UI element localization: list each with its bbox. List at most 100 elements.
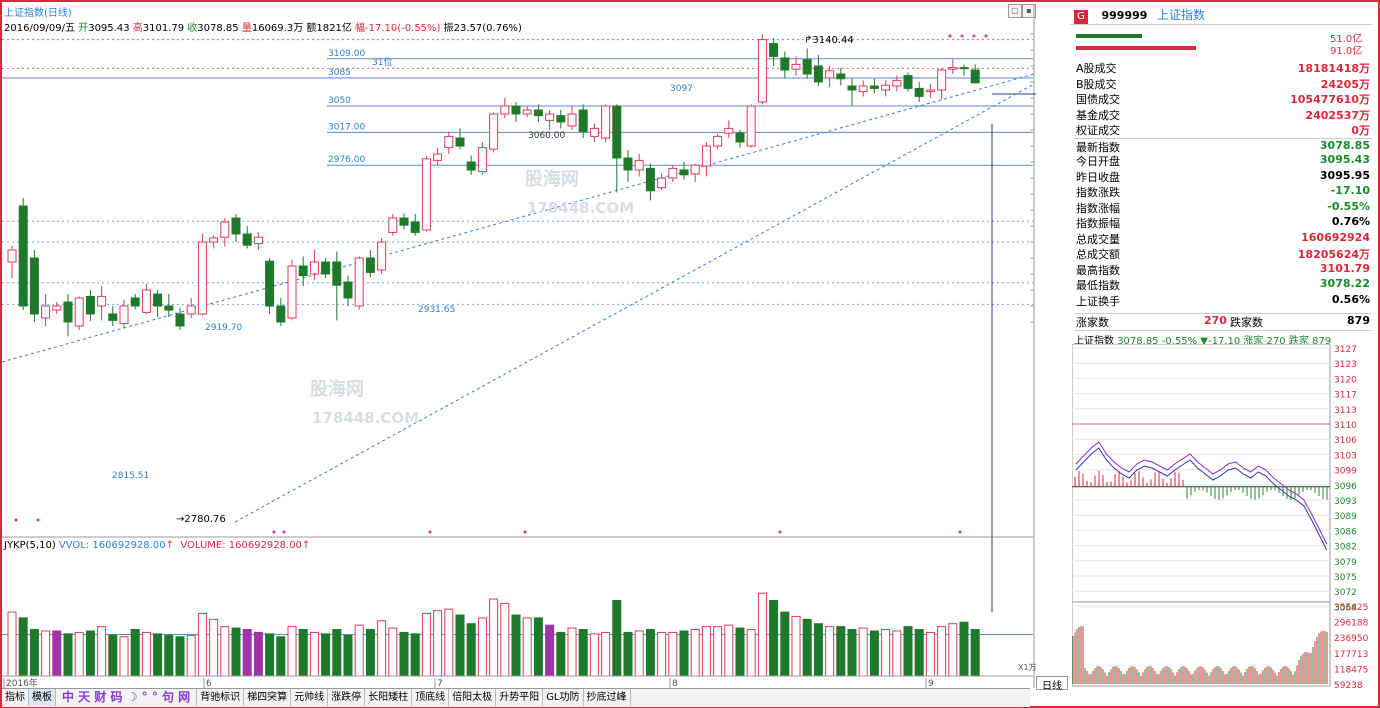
breadth-row: 涨家数 270 跌家数 879 [1074, 313, 1372, 331]
amplitude-value: 23.57(0.76%) [453, 23, 522, 34]
stat-label: 最高指数 [1076, 263, 1120, 277]
volume-bar [74, 631, 84, 677]
indicator-name[interactable]: JYKP(5,10) [4, 540, 56, 551]
signal-dot [778, 530, 782, 534]
minimize-icon[interactable]: ▢ [1008, 4, 1022, 18]
stat-value: 160692924 [1301, 230, 1370, 244]
candle-body [500, 105, 510, 115]
price-annotation: 2815.51 [112, 471, 149, 481]
intraday-vol-tick: 236950 [1334, 634, 1369, 644]
stat-row: 今日开盘 3095.43 [1074, 153, 1372, 168]
stat-row: 昨日收盘 3095.95 [1074, 169, 1372, 184]
volume-bar [567, 627, 577, 677]
volume-bar [265, 633, 275, 677]
stat-value: -0.55% [1327, 199, 1370, 213]
tab-rising[interactable]: 升势平阳 [496, 689, 544, 706]
stat-label: 总成交量 [1076, 232, 1120, 246]
volume-bar [701, 626, 711, 677]
volume-bar [321, 633, 331, 677]
signal-dot [272, 530, 276, 534]
volume-indicator-value: VOLUME: 160692928.00 [180, 540, 302, 551]
sell-bar [1076, 46, 1196, 50]
stat-value: 3095.95 [1319, 168, 1370, 182]
amount-value: 1821亿 [316, 23, 352, 34]
volume-bar [791, 615, 801, 677]
intraday-tick-label: 3096 [1334, 482, 1357, 492]
intraday-price-line [1075, 441, 1328, 545]
tab-limit[interactable]: 涨跌停 [328, 689, 366, 706]
volume-bar [735, 627, 745, 677]
tab-ladder[interactable]: 梯四突算 [244, 689, 292, 706]
volume-bar [500, 602, 510, 677]
volume-bar [63, 633, 73, 677]
volume-bar [455, 614, 465, 677]
candle-body [164, 305, 174, 311]
intraday-vol-tick: 355425 [1334, 603, 1368, 613]
tab-taiji[interactable]: 倍阳太极 [449, 689, 497, 706]
close-icon[interactable]: ▪ [1022, 4, 1036, 18]
stat-value: 3078.85 [1319, 138, 1370, 152]
stat-row: 最高指数 3101.79 [1074, 262, 1372, 277]
indicator-tab-bar: 指标 模板 中 天 财 码 ☽ ° ° 句 网 背驰标识 梯四突算 元帅线 涨跌… [2, 688, 1030, 707]
level-label: 3109.00 [328, 49, 365, 59]
candle-body [421, 158, 431, 231]
intraday-tick-label: 3068 [1334, 603, 1357, 613]
candle-body [41, 305, 51, 319]
candle-body [209, 237, 219, 243]
intraday-chart[interactable]: 3127 3123 3120 3117 3113 3110 3106 3103 3099 3096… [1072, 344, 1376, 688]
stat-value: 0万 [1351, 124, 1370, 137]
intraday-tick-label: 3082 [1334, 543, 1357, 553]
volume-bar [925, 631, 935, 677]
candle-body [466, 161, 476, 171]
stat-label: 指数振幅 [1076, 217, 1120, 230]
volume-bar [388, 627, 398, 677]
candle-body [332, 261, 342, 286]
tab-gl[interactable]: GL功防 [543, 689, 584, 706]
tab-divergence[interactable]: 背驰标识 [197, 689, 245, 706]
signal-dot [282, 530, 286, 534]
stat-row: 总成交额 18205624万 [1074, 246, 1372, 261]
date-mark: 8 [672, 679, 678, 689]
kline-chart[interactable]: 3140312031003080306030403020300029802960… [0, 0, 1036, 690]
candle-body [298, 265, 308, 277]
candle-body [74, 297, 84, 327]
candle-body [455, 137, 465, 147]
candle-body [276, 305, 286, 323]
tab-indicator[interactable]: 指标 [2, 689, 29, 706]
intraday-tick-label: 3127 [1334, 345, 1357, 355]
stat-value: 24205万 [1320, 77, 1370, 91]
candle-body [701, 145, 711, 167]
signal-dot [428, 530, 432, 534]
vvol-value: VVOL: 160692928.00 [58, 540, 166, 551]
sell-bar-value: 91.0亿 [1330, 46, 1363, 57]
volume-bar [175, 636, 185, 677]
stat-row: 最低指数 3078.22 [1074, 277, 1372, 292]
volume-bar [85, 630, 95, 677]
tab-bottom-fishing[interactable]: 抄底过峰 [584, 689, 631, 706]
buy-bar [1076, 34, 1142, 38]
volume-bar [287, 626, 297, 677]
stat-row: 权证成交 0万 [1074, 122, 1372, 137]
stock-name[interactable]: 上证指数 [1156, 8, 1205, 22]
tab-top-bottom[interactable]: 顶底线 [412, 689, 450, 706]
volume-bar [522, 617, 532, 677]
intraday-tick-label: 3099 [1334, 467, 1357, 477]
volume-bar [410, 633, 420, 677]
stat-row: 上证换手 0.56% [1074, 293, 1372, 308]
chart-title[interactable]: 上证指数(日线) [4, 8, 72, 19]
tab-marshal-line[interactable]: 元帅线 [291, 689, 329, 706]
candle-body [948, 67, 958, 70]
volume-bar [668, 631, 678, 677]
signal-dot [960, 34, 964, 38]
period-label[interactable]: 日线 [1036, 676, 1068, 692]
site-banner: 中 天 财 码 ☽ ° ° 句 网 [56, 689, 198, 706]
tab-long-yang[interactable]: 长阳矮柱 [365, 689, 413, 706]
volume-bar [623, 631, 633, 677]
stat-label: 权证成交 [1076, 124, 1120, 137]
volume-bar [186, 634, 196, 677]
candle-body [757, 39, 767, 103]
volume-bar [713, 626, 723, 677]
candle-body [668, 167, 678, 179]
price-annotation: 2919.70 [205, 323, 242, 333]
tab-template[interactable]: 模板 [29, 689, 56, 706]
